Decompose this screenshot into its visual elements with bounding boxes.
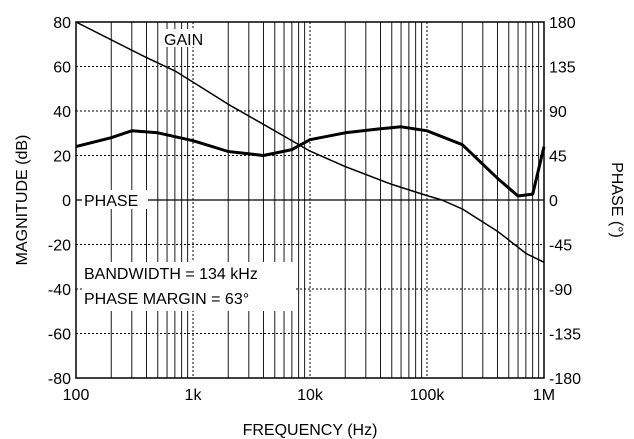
y-tick-label: -20 xyxy=(48,238,71,255)
y-tick-label: -60 xyxy=(48,327,71,344)
y-tick-label: 40 xyxy=(53,104,71,121)
phase-label-bg xyxy=(82,190,148,209)
series-layer xyxy=(75,21,546,263)
y2-tick-label: 180 xyxy=(549,15,576,32)
series-gain-line xyxy=(75,21,545,263)
y-tick-label: 80 xyxy=(53,15,71,32)
x-tick-label: 1M xyxy=(533,387,555,404)
y2-tick-label: 0 xyxy=(549,193,558,210)
y2-tick-label: -90 xyxy=(549,282,572,299)
y-axis-title: MAGNITUDE (dB) xyxy=(14,135,31,266)
phase-label: PHASE xyxy=(84,193,138,210)
y-tick-label: -80 xyxy=(48,371,71,388)
y-tick-label: 20 xyxy=(53,149,71,166)
tick-labels: 80 60 40 20 0 -20 -40 -60 -80 180 135 90 45 0 -45 -90 -1… xyxy=(48,15,581,404)
grid xyxy=(76,22,544,378)
y-tick-label: 60 xyxy=(53,60,71,77)
x-tick-label: 1k xyxy=(185,387,203,404)
y2-tick-label: -45 xyxy=(549,238,572,255)
phase-margin-annotation: PHASE MARGIN = 63° xyxy=(84,291,249,308)
y2-tick-label: 135 xyxy=(549,60,576,77)
series-phase-line xyxy=(75,125,546,198)
annotation-bg xyxy=(82,262,296,311)
bandwidth-annotation: BANDWIDTH = 134 kHz xyxy=(84,266,258,283)
y2-axis-title: PHASE (°) xyxy=(608,162,625,238)
y2-tick-label: 45 xyxy=(549,149,567,166)
x-tick-label: 100k xyxy=(410,387,446,404)
y-tick-label: -40 xyxy=(48,282,71,299)
y-tick-label: 0 xyxy=(62,193,71,210)
x-tick-label: 100 xyxy=(63,387,90,404)
plot-frame xyxy=(75,21,545,379)
y2-tick-label: -135 xyxy=(549,327,581,344)
y2-tick-label: -180 xyxy=(549,371,581,388)
gain-label: GAIN xyxy=(164,32,203,49)
x-axis-title: FREQUENCY (Hz) xyxy=(243,422,378,439)
x-tick-label: 10k xyxy=(297,387,324,404)
gain-label-bg xyxy=(162,29,202,47)
y2-tick-label: 90 xyxy=(549,104,567,121)
